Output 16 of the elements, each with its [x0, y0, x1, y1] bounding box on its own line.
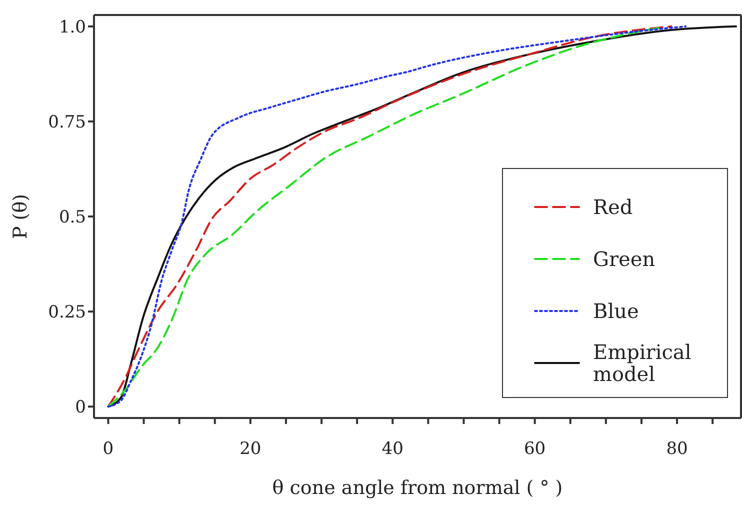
x-tick-label: 40	[382, 439, 404, 460]
x-tick-label: 80	[666, 439, 688, 460]
x-tick-label: 20	[240, 439, 262, 460]
legend-label: Blue	[593, 299, 640, 323]
x-axis-title: θ cone angle from normal ( ° )	[272, 477, 563, 499]
y-tick-label: 1.0	[58, 17, 86, 38]
y-tick-label: 0	[75, 398, 86, 418]
x-tick-label: 60	[524, 439, 546, 460]
y-axis-title: P (θ)	[10, 194, 32, 240]
legend-label: Green	[593, 247, 656, 271]
x-tick-label: 0	[102, 439, 114, 460]
legend-label: Red	[593, 195, 634, 219]
legend-label: Empirical model	[593, 340, 692, 386]
y-tick-label: 0.75	[48, 112, 86, 132]
y-tick-label: 0.25	[48, 302, 86, 323]
y-tick-label: 0.5	[58, 208, 86, 228]
